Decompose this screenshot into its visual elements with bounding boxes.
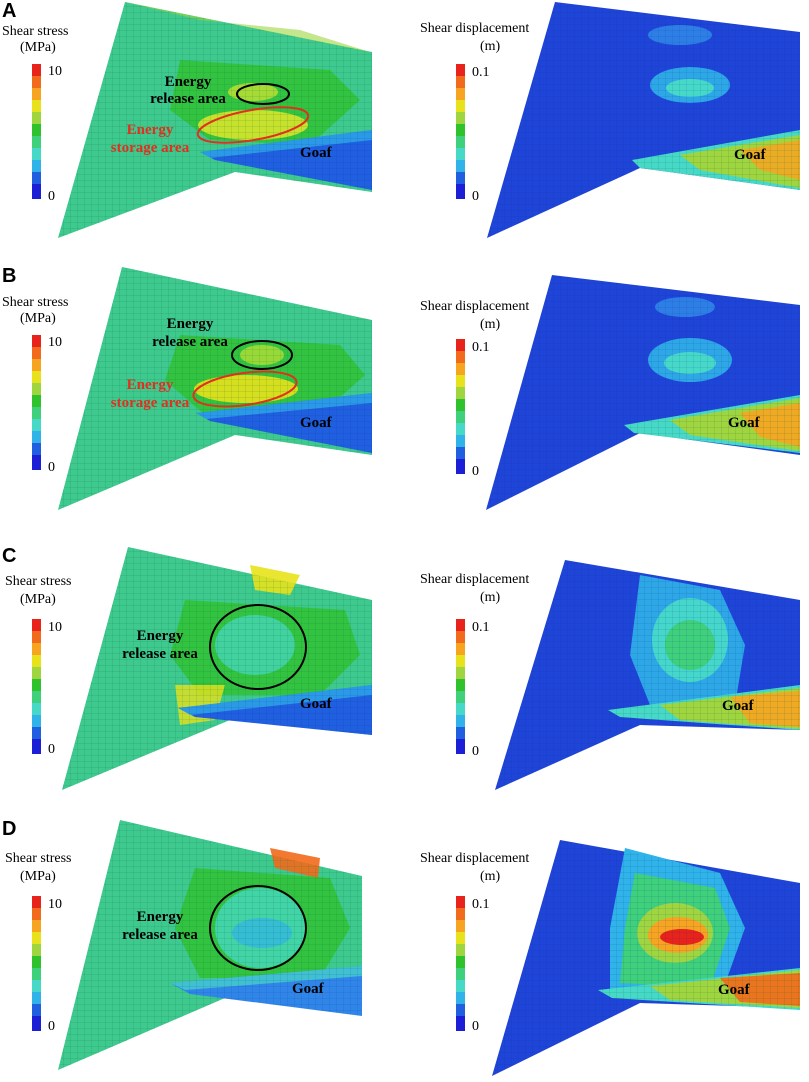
panel-b-figure: Shear stress (MPa) 10 0 Shear displaceme… xyxy=(2,267,800,510)
goaf-right-a: Goaf xyxy=(734,147,767,163)
stress-max-d: 10 xyxy=(48,897,62,912)
stress-max-c: 10 xyxy=(48,620,62,635)
panel-d: Shear stress (MPa) 10 0 Shear displaceme… xyxy=(0,818,809,1082)
disp-model-b xyxy=(486,275,800,510)
disp-colorbar-b xyxy=(456,339,465,474)
disp-model-d xyxy=(492,840,800,1076)
stress-title-a-1: Shear stress xyxy=(2,24,69,39)
goaf-right-d: Goaf xyxy=(718,982,751,998)
stress-model-c xyxy=(62,547,372,790)
disp-max-c: 0.1 xyxy=(472,620,490,635)
release-label-d-2: release area xyxy=(122,927,198,943)
stress-colorbar-c xyxy=(32,619,41,754)
disp-min-b: 0 xyxy=(472,464,479,479)
release-label-b-2: release area xyxy=(152,334,228,350)
goaf-right-b: Goaf xyxy=(728,415,761,431)
goaf-left-a: Goaf xyxy=(300,145,333,161)
disp-min-d: 0 xyxy=(472,1019,479,1034)
disp-min-a: 0 xyxy=(472,189,479,204)
panel-b: Shear stress (MPa) 10 0 Shear displaceme… xyxy=(0,265,809,530)
storage-label-a-2: storage area xyxy=(111,140,190,156)
panel-d-figure: Shear stress (MPa) 10 0 Shear displaceme… xyxy=(5,820,800,1076)
goaf-right-c: Goaf xyxy=(722,698,755,714)
panel-a: Shear stress (MPa) 10 0 Shear displaceme… xyxy=(0,0,809,260)
stress-title-a-2: (MPa) xyxy=(20,40,56,55)
storage-label-b-1: Energy xyxy=(127,377,174,393)
stress-title-b-2: (MPa) xyxy=(20,311,56,326)
stress-title-c-2: (MPa) xyxy=(20,592,56,607)
stress-title-d-1: Shear stress xyxy=(5,851,72,866)
disp-model-c xyxy=(495,560,800,790)
panel-a-figure: Shear stress (MPa) 10 0 Shear displaceme… xyxy=(2,2,800,238)
disp-title-d-1: Shear displacement xyxy=(420,851,529,866)
release-label-c-2: release area xyxy=(122,646,198,662)
panel-letter-c: C xyxy=(2,545,17,567)
goaf-left-c: Goaf xyxy=(300,696,333,712)
disp-title-d-2: (m) xyxy=(480,869,501,884)
stress-colorbar-b xyxy=(32,335,41,470)
disp-colorbar-c xyxy=(456,619,465,754)
stress-min-b: 0 xyxy=(48,460,55,475)
goaf-left-d: Goaf xyxy=(292,981,325,997)
stress-title-c-1: Shear stress xyxy=(5,574,72,589)
release-label-c-1: Energy xyxy=(137,628,184,644)
disp-title-a-1: Shear displacement xyxy=(420,21,529,36)
disp-min-c: 0 xyxy=(472,744,479,759)
stress-model-a xyxy=(58,2,372,238)
stress-title-b-1: Shear stress xyxy=(2,295,69,310)
stress-min-a: 0 xyxy=(48,189,55,204)
stress-model-b xyxy=(58,267,372,510)
stress-colorbar-d xyxy=(32,896,41,1031)
panel-letter-a: A xyxy=(2,0,17,22)
disp-max-a: 0.1 xyxy=(472,65,490,80)
stress-model-d xyxy=(58,820,362,1070)
stress-max-a: 10 xyxy=(48,64,62,79)
stress-title-d-2: (MPa) xyxy=(20,869,56,884)
panel-letter-d: D xyxy=(2,818,17,840)
goaf-left-b: Goaf xyxy=(300,415,333,431)
stress-max-b: 10 xyxy=(48,335,62,350)
panel-c: Shear stress (MPa) 10 0 Shear displaceme… xyxy=(0,545,809,805)
disp-colorbar-d xyxy=(456,896,465,1031)
disp-max-d: 0.1 xyxy=(472,897,490,912)
release-label-a-1: Energy xyxy=(165,74,212,90)
release-label-b-1: Energy xyxy=(167,316,214,332)
stress-min-c: 0 xyxy=(48,742,55,757)
disp-title-b-1: Shear displacement xyxy=(420,299,529,314)
release-label-d-1: Energy xyxy=(137,909,184,925)
disp-model-a xyxy=(487,2,800,238)
stress-min-d: 0 xyxy=(48,1019,55,1034)
release-label-a-2: release area xyxy=(150,91,226,107)
stress-colorbar-a xyxy=(32,64,41,199)
disp-colorbar-a xyxy=(456,64,465,199)
disp-title-b-2: (m) xyxy=(480,317,501,332)
disp-title-a-2: (m) xyxy=(480,39,501,54)
disp-title-c-1: Shear displacement xyxy=(420,572,529,587)
panel-letter-b: B xyxy=(2,265,17,287)
disp-title-c-2: (m) xyxy=(480,590,501,605)
disp-max-b: 0.1 xyxy=(472,340,490,355)
panel-c-figure: Shear stress (MPa) 10 0 Shear displaceme… xyxy=(5,547,800,790)
storage-label-b-2: storage area xyxy=(111,395,190,411)
storage-label-a-1: Energy xyxy=(127,122,174,138)
